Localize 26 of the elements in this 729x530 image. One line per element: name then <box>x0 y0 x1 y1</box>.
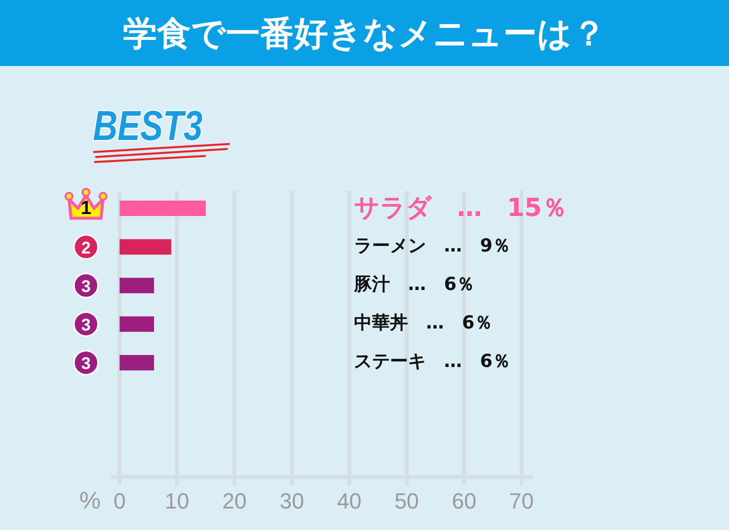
x-tick-label: 60 <box>452 488 476 514</box>
x-axis-title: % <box>79 488 101 514</box>
bar <box>120 278 154 294</box>
y-tick-label: 中華丼 … 6％ <box>354 312 493 334</box>
bar <box>120 316 154 332</box>
chart-subtitle: BEST3 <box>93 102 203 150</box>
y-tick-label: サラダ … 15％ <box>354 192 567 222</box>
text: 3 <box>81 354 91 374</box>
x-tick-label: 70 <box>509 488 534 514</box>
text: 3 <box>81 277 91 296</box>
y-tick-label: ラーメン … 9％ <box>354 235 511 256</box>
bar <box>120 200 206 216</box>
x-tick-label: 10 <box>164 488 190 514</box>
bar <box>120 354 154 370</box>
x-tick-label: 20 <box>222 488 247 514</box>
y-tick-label: ステーキ … 6％ <box>354 351 511 372</box>
x-tick-label: 50 <box>394 488 419 514</box>
text: 3 <box>81 316 91 335</box>
chart-title: 学食で一番好きなメニューは？ <box>123 14 606 54</box>
y-tick-label: 豚汁 … 6％ <box>353 274 475 295</box>
x-tick-label: 0 <box>113 488 126 514</box>
text: 1 <box>80 198 92 219</box>
bar <box>120 239 172 255</box>
x-tick-label: 30 <box>280 488 304 514</box>
x-tick-label: 40 <box>337 488 362 514</box>
text: 2 <box>81 238 91 258</box>
